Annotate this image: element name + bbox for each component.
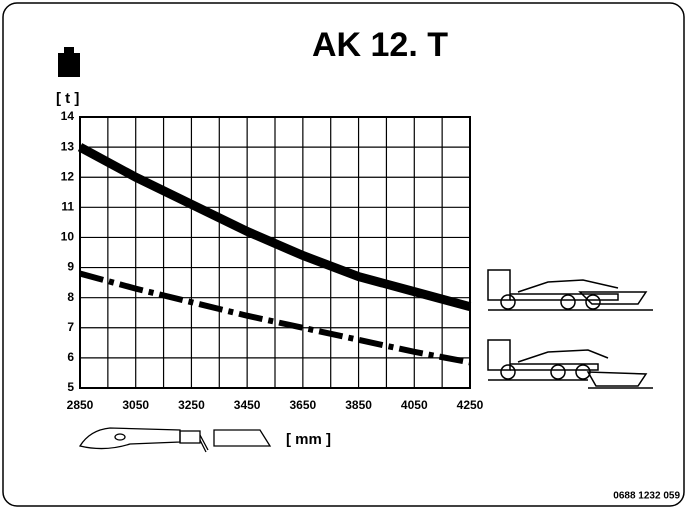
x-unit: [ mm ] (286, 431, 331, 448)
y-tick-label: 12 (61, 169, 75, 183)
x-tick-label: 3450 (234, 398, 261, 412)
x-tick-label: 3850 (345, 398, 372, 412)
chart-title: AK 12. T (312, 26, 448, 64)
y-tick-label: 11 (61, 200, 74, 214)
y-tick-label: 9 (67, 260, 74, 274)
x-tick-label: 3650 (290, 398, 317, 412)
y-tick-label: 10 (61, 230, 75, 244)
y-tick-label: 7 (67, 320, 74, 334)
y-tick-label: 8 (67, 290, 74, 304)
code-label: 0688 1232 059 (613, 491, 680, 502)
x-tick-label: 3250 (178, 398, 205, 412)
y-tick-label: 14 (61, 109, 75, 123)
chart: AK 12. T [ t ] [ mm ] 0688 1232 059 5 6 7 8… (0, 0, 687, 509)
x-tick-label: 3050 (122, 398, 149, 412)
page-frame (3, 3, 684, 506)
x-tick-label: 2850 (67, 398, 94, 412)
y-tick-label: 13 (61, 139, 75, 153)
x-tick-label: 4050 (401, 398, 428, 412)
y-tick-label: 5 (67, 380, 74, 394)
y-tick-label: 6 (67, 350, 74, 364)
y-unit: [ t ] (56, 90, 79, 107)
x-tick-label: 4250 (457, 398, 484, 412)
